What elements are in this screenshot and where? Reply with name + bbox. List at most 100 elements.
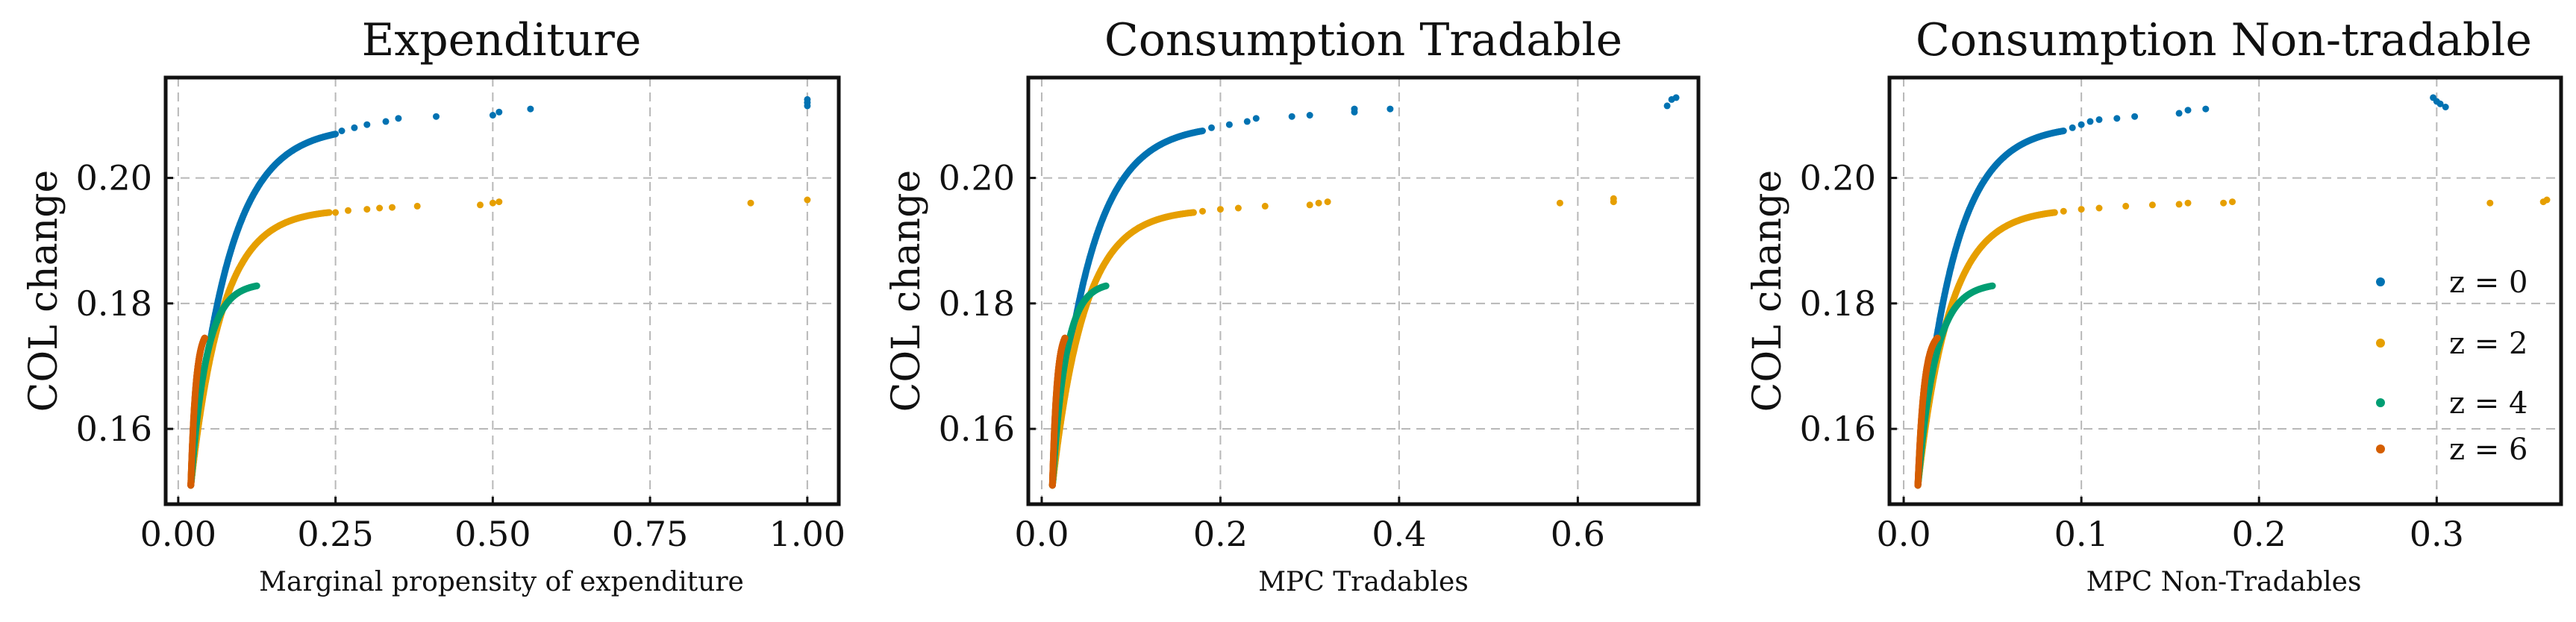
data-point xyxy=(2051,209,2058,216)
y-tick-label: 0.20 xyxy=(1800,158,1876,198)
data-points xyxy=(1048,94,1680,489)
data-point xyxy=(1243,118,1251,125)
x-axis-label: MPC Non-Tradables xyxy=(2086,567,2362,597)
data-point xyxy=(1252,115,1260,122)
data-point xyxy=(338,128,346,134)
data-point xyxy=(325,209,333,216)
data-point xyxy=(1556,199,1563,207)
data-point xyxy=(495,198,503,206)
data-point xyxy=(1610,195,1617,202)
grid xyxy=(1889,78,2561,504)
legend-entry-z4: z = 4 xyxy=(2376,386,2527,421)
data-point xyxy=(363,206,371,213)
y-axis-label: COL change xyxy=(1745,170,1790,412)
data-point xyxy=(345,207,351,214)
data-point xyxy=(253,282,260,289)
x-tick-label: 0.0 xyxy=(1876,514,1931,554)
x-tick-label: 0.2 xyxy=(1193,514,1248,554)
data-point xyxy=(2069,124,2076,131)
data-point xyxy=(2148,201,2156,209)
data-point xyxy=(1225,121,1233,128)
y-axis-label: COL change xyxy=(884,170,929,412)
x-tick-label: 0.00 xyxy=(140,514,216,554)
legend-entry-z2: z = 2 xyxy=(2376,327,2527,361)
data-point xyxy=(2113,115,2121,122)
data-point xyxy=(2543,196,2551,204)
data-point xyxy=(376,204,384,212)
chart-title: Consumption Tradable xyxy=(1104,14,1622,66)
data-point xyxy=(2175,201,2183,208)
data-point xyxy=(495,108,503,116)
legend-entry-z6: z = 6 xyxy=(2376,433,2527,467)
series-3 xyxy=(187,334,208,489)
data-point xyxy=(413,202,421,210)
data-point xyxy=(804,196,811,204)
data-point xyxy=(2436,100,2444,107)
data-point xyxy=(2486,199,2494,207)
data-point xyxy=(1288,113,1295,120)
data-point xyxy=(1351,105,1358,113)
x-tick-label: 1.00 xyxy=(769,514,845,554)
data-points xyxy=(187,95,811,489)
data-point xyxy=(2184,199,2192,207)
data-points xyxy=(1914,94,2551,489)
data-point xyxy=(2095,204,2103,212)
legend: z = 0 z = 2 z = 4 z = 6 xyxy=(2376,266,2527,467)
data-point xyxy=(2086,118,2094,125)
x-axis-label: Marginal propensity of expenditure xyxy=(259,567,744,597)
data-point xyxy=(2442,104,2449,110)
y-tick-label: 0.16 xyxy=(1800,409,1876,449)
legend-label: z = 0 xyxy=(2449,266,2527,300)
x-tick-label: 0.3 xyxy=(2410,514,2464,554)
chart-title: Consumption Non-tradable xyxy=(1916,14,2532,66)
series-1 xyxy=(1048,195,1617,489)
series-1 xyxy=(187,196,811,489)
x-tick-label: 0.50 xyxy=(454,514,531,554)
data-point xyxy=(1315,199,1322,207)
legend-marker xyxy=(2376,398,2385,407)
y-tick-label: 0.16 xyxy=(939,409,1015,449)
grid xyxy=(166,78,839,504)
x-tick-label: 0.2 xyxy=(2232,514,2286,554)
y-tick-label: 0.18 xyxy=(939,283,1015,324)
legend-label: z = 6 xyxy=(2449,433,2527,467)
data-point xyxy=(1989,282,1996,289)
data-point xyxy=(1672,94,1680,101)
data-point xyxy=(2175,110,2183,117)
series-3 xyxy=(1914,334,1941,489)
data-point xyxy=(395,115,402,122)
data-point xyxy=(382,118,390,125)
data-point xyxy=(2202,105,2210,113)
data-point xyxy=(1306,112,1313,119)
plot-frame xyxy=(163,75,841,506)
data-point xyxy=(332,131,340,138)
data-point xyxy=(527,105,534,113)
data-point xyxy=(804,95,811,103)
data-point xyxy=(1933,334,1941,342)
y-tick-label: 0.18 xyxy=(1800,283,1876,324)
x-tick-label: 0.6 xyxy=(1551,514,1605,554)
data-point xyxy=(351,124,358,131)
y-tick-label: 0.16 xyxy=(76,409,152,449)
x-tick-label: 0.1 xyxy=(2054,514,2109,554)
grid xyxy=(1028,78,1698,504)
data-point xyxy=(332,209,340,216)
y-tick-label: 0.20 xyxy=(76,158,152,198)
data-point xyxy=(2078,121,2085,128)
data-point xyxy=(2122,202,2130,210)
data-point xyxy=(2131,113,2139,120)
data-point xyxy=(2060,207,2067,215)
y-axis-label: COL change xyxy=(22,170,66,412)
chart-panel-expenditure: Expenditure COL change Marginal propensi… xyxy=(22,14,845,597)
legend-marker xyxy=(2376,339,2385,348)
data-point xyxy=(2095,116,2103,123)
data-point xyxy=(2184,107,2192,114)
x-tick-label: 0.25 xyxy=(297,514,373,554)
x-axis-label: MPC Tradables xyxy=(1258,567,1469,597)
data-point xyxy=(433,113,440,120)
legend-entry-z0: z = 0 xyxy=(2376,266,2527,300)
chart-panel-consumption-non-tradable: Consumption Non-tradable COL change MPC … xyxy=(1745,14,2563,597)
data-point xyxy=(804,102,811,110)
data-point xyxy=(1324,198,1331,206)
data-point xyxy=(489,112,496,119)
